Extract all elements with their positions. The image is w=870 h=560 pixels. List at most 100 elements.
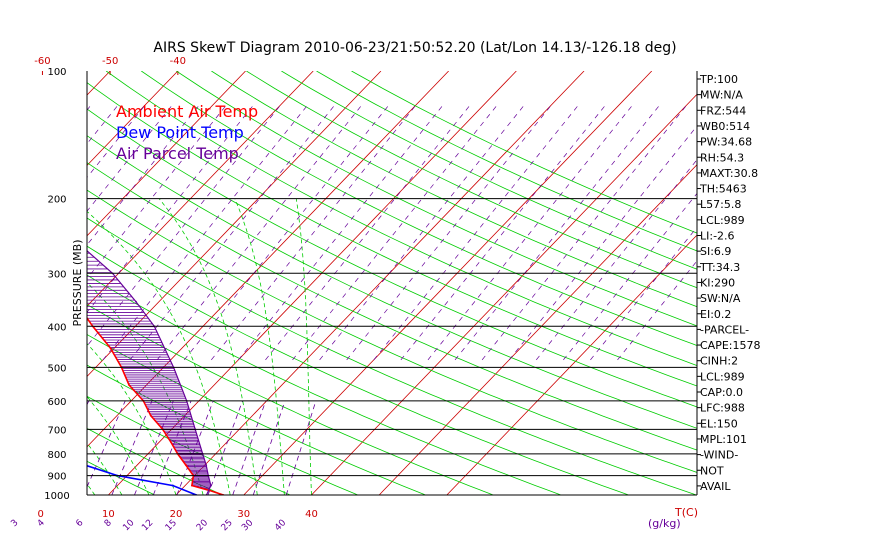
pressure-tick-label: 900 [47, 472, 66, 483]
isotherm-line [311, 93, 697, 495]
mixing-ratio-line-upper [87, 104, 173, 212]
legend-entry: Ambient Air Temp [116, 102, 258, 121]
index-entry: AVAIL [700, 480, 731, 493]
mixing-ratio-line [207, 400, 243, 495]
index-entry: MAXT:30.8 [700, 167, 758, 180]
index-entry: PW:34.68 [700, 136, 752, 149]
mixing-ratio-line-upper [617, 260, 697, 361]
mixing-ratio-line-upper [508, 125, 697, 361]
dew-point-temp-point [66, 453, 68, 455]
index-entry: LCL:989 [700, 370, 745, 383]
mixing-ratio-line-upper [0, 105, 10, 360]
mixing-ratio-line-upper [87, 104, 200, 246]
index-entry: RH:54.3 [700, 151, 744, 164]
mixing-ratio-tick-label: 40 [273, 518, 288, 533]
isotherm-line [0, 71, 42, 495]
dry-adiabat-line [87, 217, 697, 495]
index-entry: CAPE:1578 [700, 339, 761, 352]
moist-adiabat-line [0, 220, 14, 495]
ambient-air-temp-point [169, 441, 172, 443]
plot-area [0, 71, 697, 495]
mixing-ratio-line [0, 401, 30, 495]
dry-adiabat-line [87, 135, 697, 429]
index-entry: EI:0.2 [700, 308, 731, 321]
pressure-tick-label: 100 [47, 67, 66, 78]
top-temp-axis: -120-110-100-90-80-70-60-50-40 [34, 56, 186, 75]
moist-adiabat-line [295, 198, 312, 495]
index-entry: -WIND- [700, 449, 738, 462]
mixing-ratio-line-upper [183, 104, 390, 361]
isotherm-line [378, 164, 697, 495]
mixing-ratio-tick-label: 30 [240, 518, 255, 533]
mixing-ratio-axis: 0.10.20.511.52346810121520253040 [9, 518, 288, 533]
dew-point-temp-line [87, 464, 197, 495]
index-entry: TH:5463 [699, 183, 747, 196]
mixing-ratio-line-upper [87, 104, 282, 347]
dry-adiabat-line [87, 364, 358, 495]
pressure-tick-label: 200 [47, 195, 66, 206]
index-entry: MW:N/A [700, 89, 743, 102]
dry-adiabat-line [105, 71, 697, 367]
air-parcel-temp-point [135, 300, 137, 303]
mixing-ratio-line [0, 401, 7, 495]
mixing-ratio-line-upper [102, 104, 309, 361]
mixing-ratio-line-upper [129, 104, 336, 361]
mixing-ratio-line [252, 400, 286, 495]
index-entry: L57:5.8 [700, 198, 741, 211]
dry-adiabat-line [87, 304, 494, 495]
ambient-air-temp-point [149, 414, 152, 417]
mixing-ratio-line-upper [346, 104, 553, 361]
bottom-temp-tick-label: 10 [102, 509, 115, 520]
index-entry: MPL:101 [700, 433, 747, 446]
moist-adiabat-line [87, 342, 177, 495]
dry-adiabat-line [176, 71, 697, 327]
isotherm-line [243, 71, 653, 495]
dew-point-temp-point [172, 484, 174, 487]
chart-title: AIRS SkewT Diagram 2010-06-23/21:50:52.2… [153, 40, 676, 56]
air-parcel-temp-point [209, 484, 212, 487]
bottom-temp-tick-label: 30 [237, 509, 250, 520]
legend-entry: Dew Point Temp [116, 123, 244, 142]
pressure-tick-label: 600 [47, 397, 66, 408]
top-temp-tick-label: -40 [170, 56, 186, 67]
index-entry: LCL:989 [700, 214, 745, 227]
cape-hatch [87, 252, 211, 490]
mixing-ratio-line-upper [0, 105, 37, 360]
top-temp-tick-label: -50 [102, 56, 118, 67]
mixing-ratio-line-upper [319, 104, 525, 361]
ambient-air-temp-point [128, 384, 130, 386]
isotherm-line [87, 71, 179, 166]
moist-adiabat-line [234, 198, 285, 495]
pressure-tick-label: 1000 [44, 491, 69, 502]
index-entry: TT:34.3 [699, 261, 740, 274]
isotherm-line [87, 71, 314, 307]
indices-panel: TP:100 MW:N/A FRZ:544 WB0:514 PW:34.68 RH:54.… [697, 73, 761, 493]
moist-adiabat-line [0, 203, 41, 495]
moist-adiabat-line [87, 442, 123, 495]
mixing-ratio-line [87, 400, 126, 488]
mixing-ratio-line [285, 400, 317, 495]
mixing-ratio-line-upper [400, 104, 607, 361]
dry-adiabat-line [211, 71, 697, 308]
isotherm-line [87, 71, 246, 237]
dew-point-temp-point [37, 400, 39, 402]
index-entry: -PARCEL- [700, 323, 749, 336]
dry-adiabat-line [87, 427, 223, 495]
dry-adiabat-line [0, 71, 19, 495]
y-axis-label: PRESSURE (MB) [71, 240, 84, 327]
mixing-ratio-line-upper [563, 192, 697, 361]
pressure-tick-label: 500 [47, 363, 66, 374]
mixing-ratio-unit-label: (g/kg) [648, 517, 681, 530]
mixing-ratio-tick-label: 25 [220, 518, 235, 533]
mixing-ratio-tick-label: 6 [74, 518, 85, 529]
index-entry: KI:290 [700, 276, 735, 289]
mixing-ratio-tick-label: 8 [103, 518, 114, 529]
mixing-ratio-tick-label: 20 [195, 518, 210, 533]
dry-adiabat-line [246, 71, 697, 289]
dry-adiabat-line [281, 71, 697, 270]
index-entry: SW:N/A [700, 292, 741, 305]
mixing-ratio-tick-label: 4 [36, 518, 47, 529]
dry-adiabat-line [87, 82, 697, 387]
ambient-air-temp-point [13, 239, 15, 241]
top-temp-tick-label: -60 [34, 56, 50, 67]
